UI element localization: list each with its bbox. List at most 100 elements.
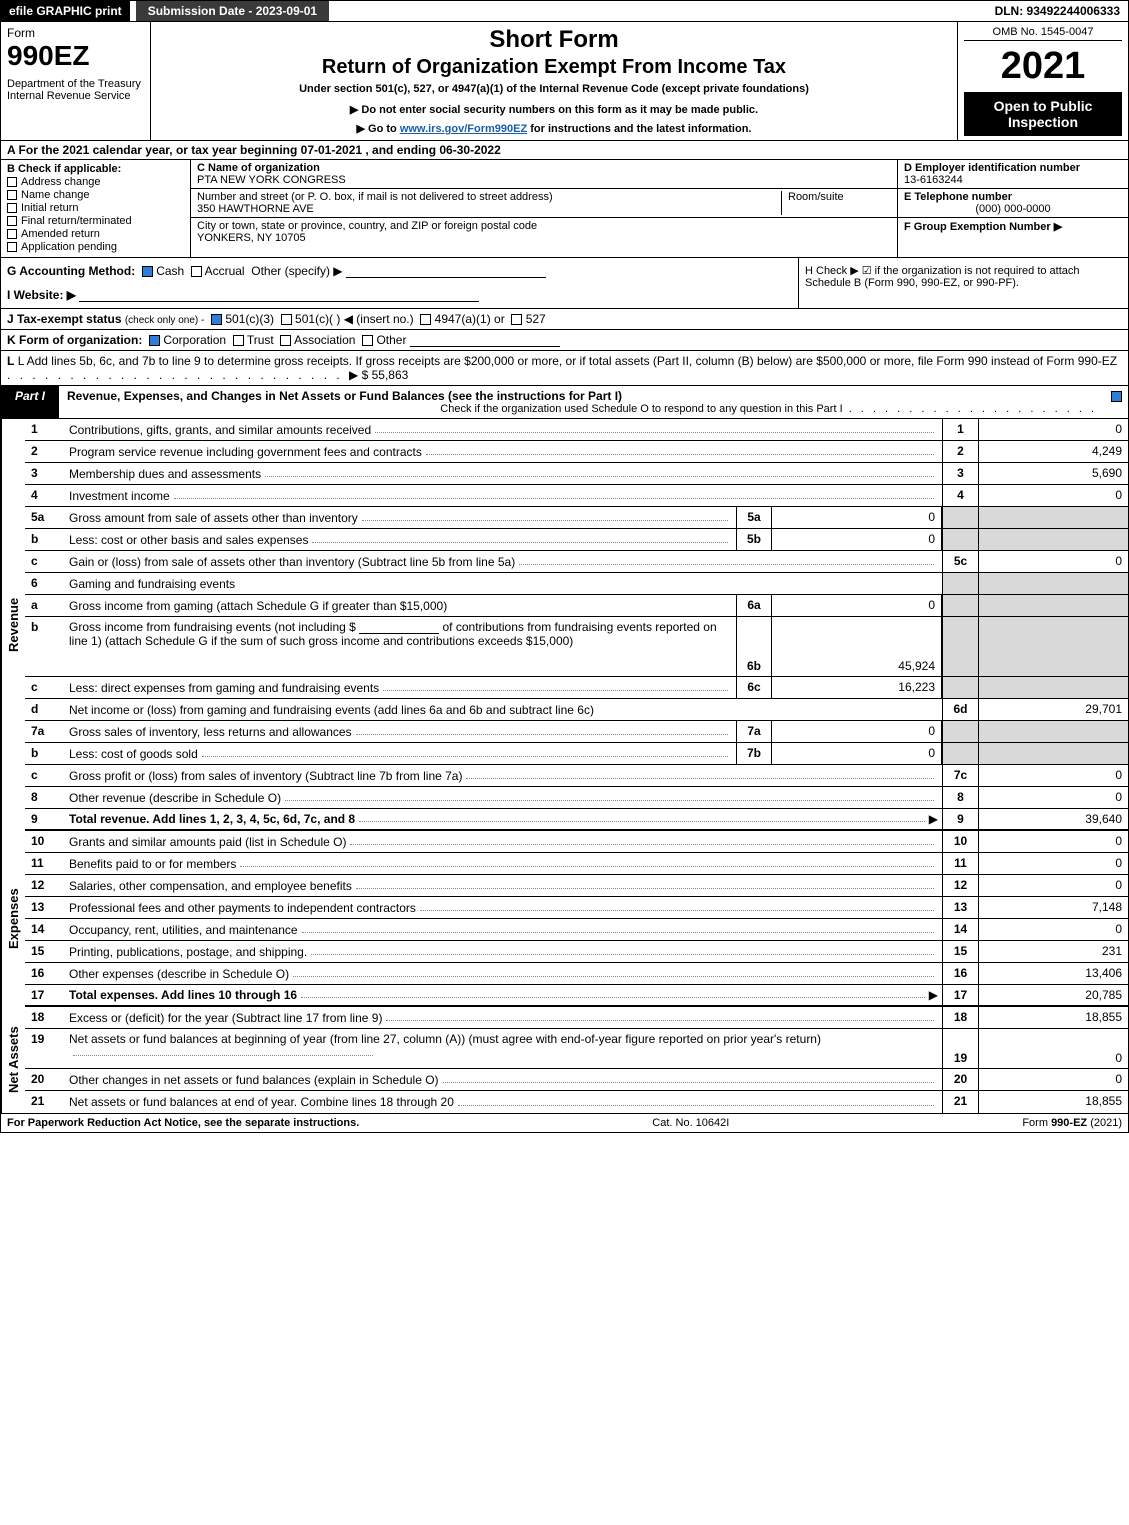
checkbox-501c[interactable]	[281, 314, 292, 325]
checkbox-k-other[interactable]	[362, 335, 373, 346]
irs-link[interactable]: www.irs.gov/Form990EZ	[400, 123, 527, 135]
checkbox-initial-return[interactable]	[7, 203, 17, 213]
desc-2: Program service revenue including govern…	[69, 445, 422, 459]
val-3: 5,690	[978, 463, 1128, 484]
g-other-input[interactable]	[346, 264, 546, 278]
num-5c: 5c	[942, 551, 978, 572]
phone-label: E Telephone number	[904, 191, 1122, 203]
section-g: G Accounting Method: Cash Accrual Other …	[1, 258, 798, 308]
checkbox-association[interactable]	[280, 335, 291, 346]
num-18: 18	[942, 1007, 978, 1028]
checkbox-accrual[interactable]	[191, 266, 202, 277]
revenue-section: Revenue 1 Contributions, gifts, grants, …	[0, 419, 1129, 831]
val-8: 0	[978, 787, 1128, 808]
checkbox-schedule-o[interactable]	[1111, 391, 1122, 402]
note2-pre: ▶ Go to	[357, 123, 400, 135]
efile-print-label[interactable]: efile GRAPHIC print	[1, 1, 130, 21]
cb-label-amended-return: Amended return	[21, 228, 100, 240]
ln-10: 10	[25, 831, 65, 852]
num-16: 16	[942, 963, 978, 984]
checkbox-amended-return[interactable]	[7, 229, 17, 239]
part-1-header: Part I Revenue, Expenses, and Changes in…	[0, 386, 1129, 419]
website-input[interactable]	[79, 288, 479, 302]
row-17: 17 Total expenses. Add lines 10 through …	[25, 985, 1128, 1007]
row-16: 16 Other expenses (describe in Schedule …	[25, 963, 1128, 985]
form-label: Form	[7, 26, 144, 40]
checkbox-4947[interactable]	[420, 314, 431, 325]
ln-20: 20	[25, 1069, 65, 1090]
line-a-tax-year: A For the 2021 calendar year, or tax yea…	[0, 141, 1129, 160]
mini-val-6c: 16,223	[772, 677, 942, 698]
num-12: 12	[942, 875, 978, 896]
k-corp: Corporation	[163, 333, 226, 347]
row-3: 3 Membership dues and assessments 3 5,69…	[25, 463, 1128, 485]
ln-7a: 7a	[25, 721, 65, 742]
checkbox-final-return[interactable]	[7, 216, 17, 226]
desc-7a: Gross sales of inventory, less returns a…	[69, 725, 352, 739]
room-suite-label: Room/suite	[781, 191, 891, 215]
revenue-side-label: Revenue	[1, 419, 25, 831]
grey-val-6	[978, 573, 1128, 594]
ln-12: 12	[25, 875, 65, 896]
checkbox-cash[interactable]	[142, 266, 153, 277]
c-street-label: Number and street (or P. O. box, if mail…	[197, 191, 781, 203]
desc-3: Membership dues and assessments	[69, 467, 261, 481]
desc-7c: Gross profit or (loss) from sales of inv…	[69, 769, 462, 783]
dln-label: DLN: 93492244006333	[987, 1, 1128, 21]
desc-6c: Less: direct expenses from gaming and fu…	[69, 681, 379, 695]
checkbox-527[interactable]	[511, 314, 522, 325]
mini-ln-6c: 6c	[736, 677, 772, 698]
header-left: Form 990EZ Department of the Treasury In…	[1, 22, 151, 140]
ln-9: 9	[25, 809, 65, 829]
section-l: L L Add lines 5b, 6c, and 7b to line 9 t…	[0, 351, 1129, 386]
row-6: 6 Gaming and fundraising events	[25, 573, 1128, 595]
checkbox-trust[interactable]	[233, 335, 244, 346]
ln-21: 21	[25, 1091, 65, 1113]
num-4: 4	[942, 485, 978, 506]
k-other-input[interactable]	[410, 333, 560, 347]
num-6d: 6d	[942, 699, 978, 720]
section-b: B Check if applicable: Address change Na…	[1, 160, 191, 257]
val-14: 0	[978, 919, 1128, 940]
row-5b: b Less: cost or other basis and sales ex…	[25, 529, 1128, 551]
input-6b-contrib[interactable]	[359, 620, 439, 634]
checkbox-address-change[interactable]	[7, 177, 17, 187]
row-13: 13 Professional fees and other payments …	[25, 897, 1128, 919]
checkbox-corporation[interactable]	[149, 335, 160, 346]
num-15: 15	[942, 941, 978, 962]
arrow-icon: ▶	[929, 812, 938, 826]
grey-6	[942, 573, 978, 594]
row-7b: b Less: cost of goods sold 7b 0	[25, 743, 1128, 765]
header-right: OMB No. 1545-0047 2021 Open to Public In…	[958, 22, 1128, 140]
desc-6a: Gross income from gaming (attach Schedul…	[69, 599, 447, 613]
desc-9: Total revenue. Add lines 1, 2, 3, 4, 5c,…	[69, 812, 355, 826]
checkbox-name-change[interactable]	[7, 190, 17, 200]
checkbox-application-pending[interactable]	[7, 242, 17, 252]
num-17: 17	[942, 985, 978, 1005]
desc-14: Occupancy, rent, utilities, and maintena…	[69, 923, 298, 937]
desc-5a: Gross amount from sale of assets other t…	[69, 511, 358, 525]
ssn-warning: ▶ Do not enter social security numbers o…	[159, 103, 949, 116]
j-label: J Tax-exempt status	[7, 312, 122, 326]
grey-val-6a	[978, 595, 1128, 616]
cb-label-initial-return: Initial return	[21, 202, 78, 214]
cb-label-final-return: Final return/terminated	[21, 215, 132, 227]
section-h: H Check ▶ ☑ if the organization is not r…	[798, 258, 1128, 308]
num-7c: 7c	[942, 765, 978, 786]
val-12: 0	[978, 875, 1128, 896]
j-opt1: 501(c)(3)	[225, 312, 274, 326]
ln-13: 13	[25, 897, 65, 918]
checkbox-501c3[interactable]	[211, 314, 222, 325]
return-title: Return of Organization Exempt From Incom…	[159, 56, 949, 79]
section-k: K Form of organization: Corporation Trus…	[0, 330, 1129, 351]
k-assoc: Association	[294, 333, 355, 347]
info-block-bcd: B Check if applicable: Address change Na…	[0, 160, 1129, 258]
row-6b: b Gross income from fundraising events (…	[25, 617, 1128, 677]
j-opt4: 527	[526, 312, 546, 326]
k-label: K Form of organization:	[7, 333, 142, 347]
g-accrual: Accrual	[205, 264, 245, 278]
note2-post: for instructions and the latest informat…	[527, 123, 751, 135]
ln-5b: b	[25, 529, 65, 550]
mini-val-6b: 45,924	[772, 617, 942, 676]
ein-value: 13-6163244	[904, 174, 1122, 186]
